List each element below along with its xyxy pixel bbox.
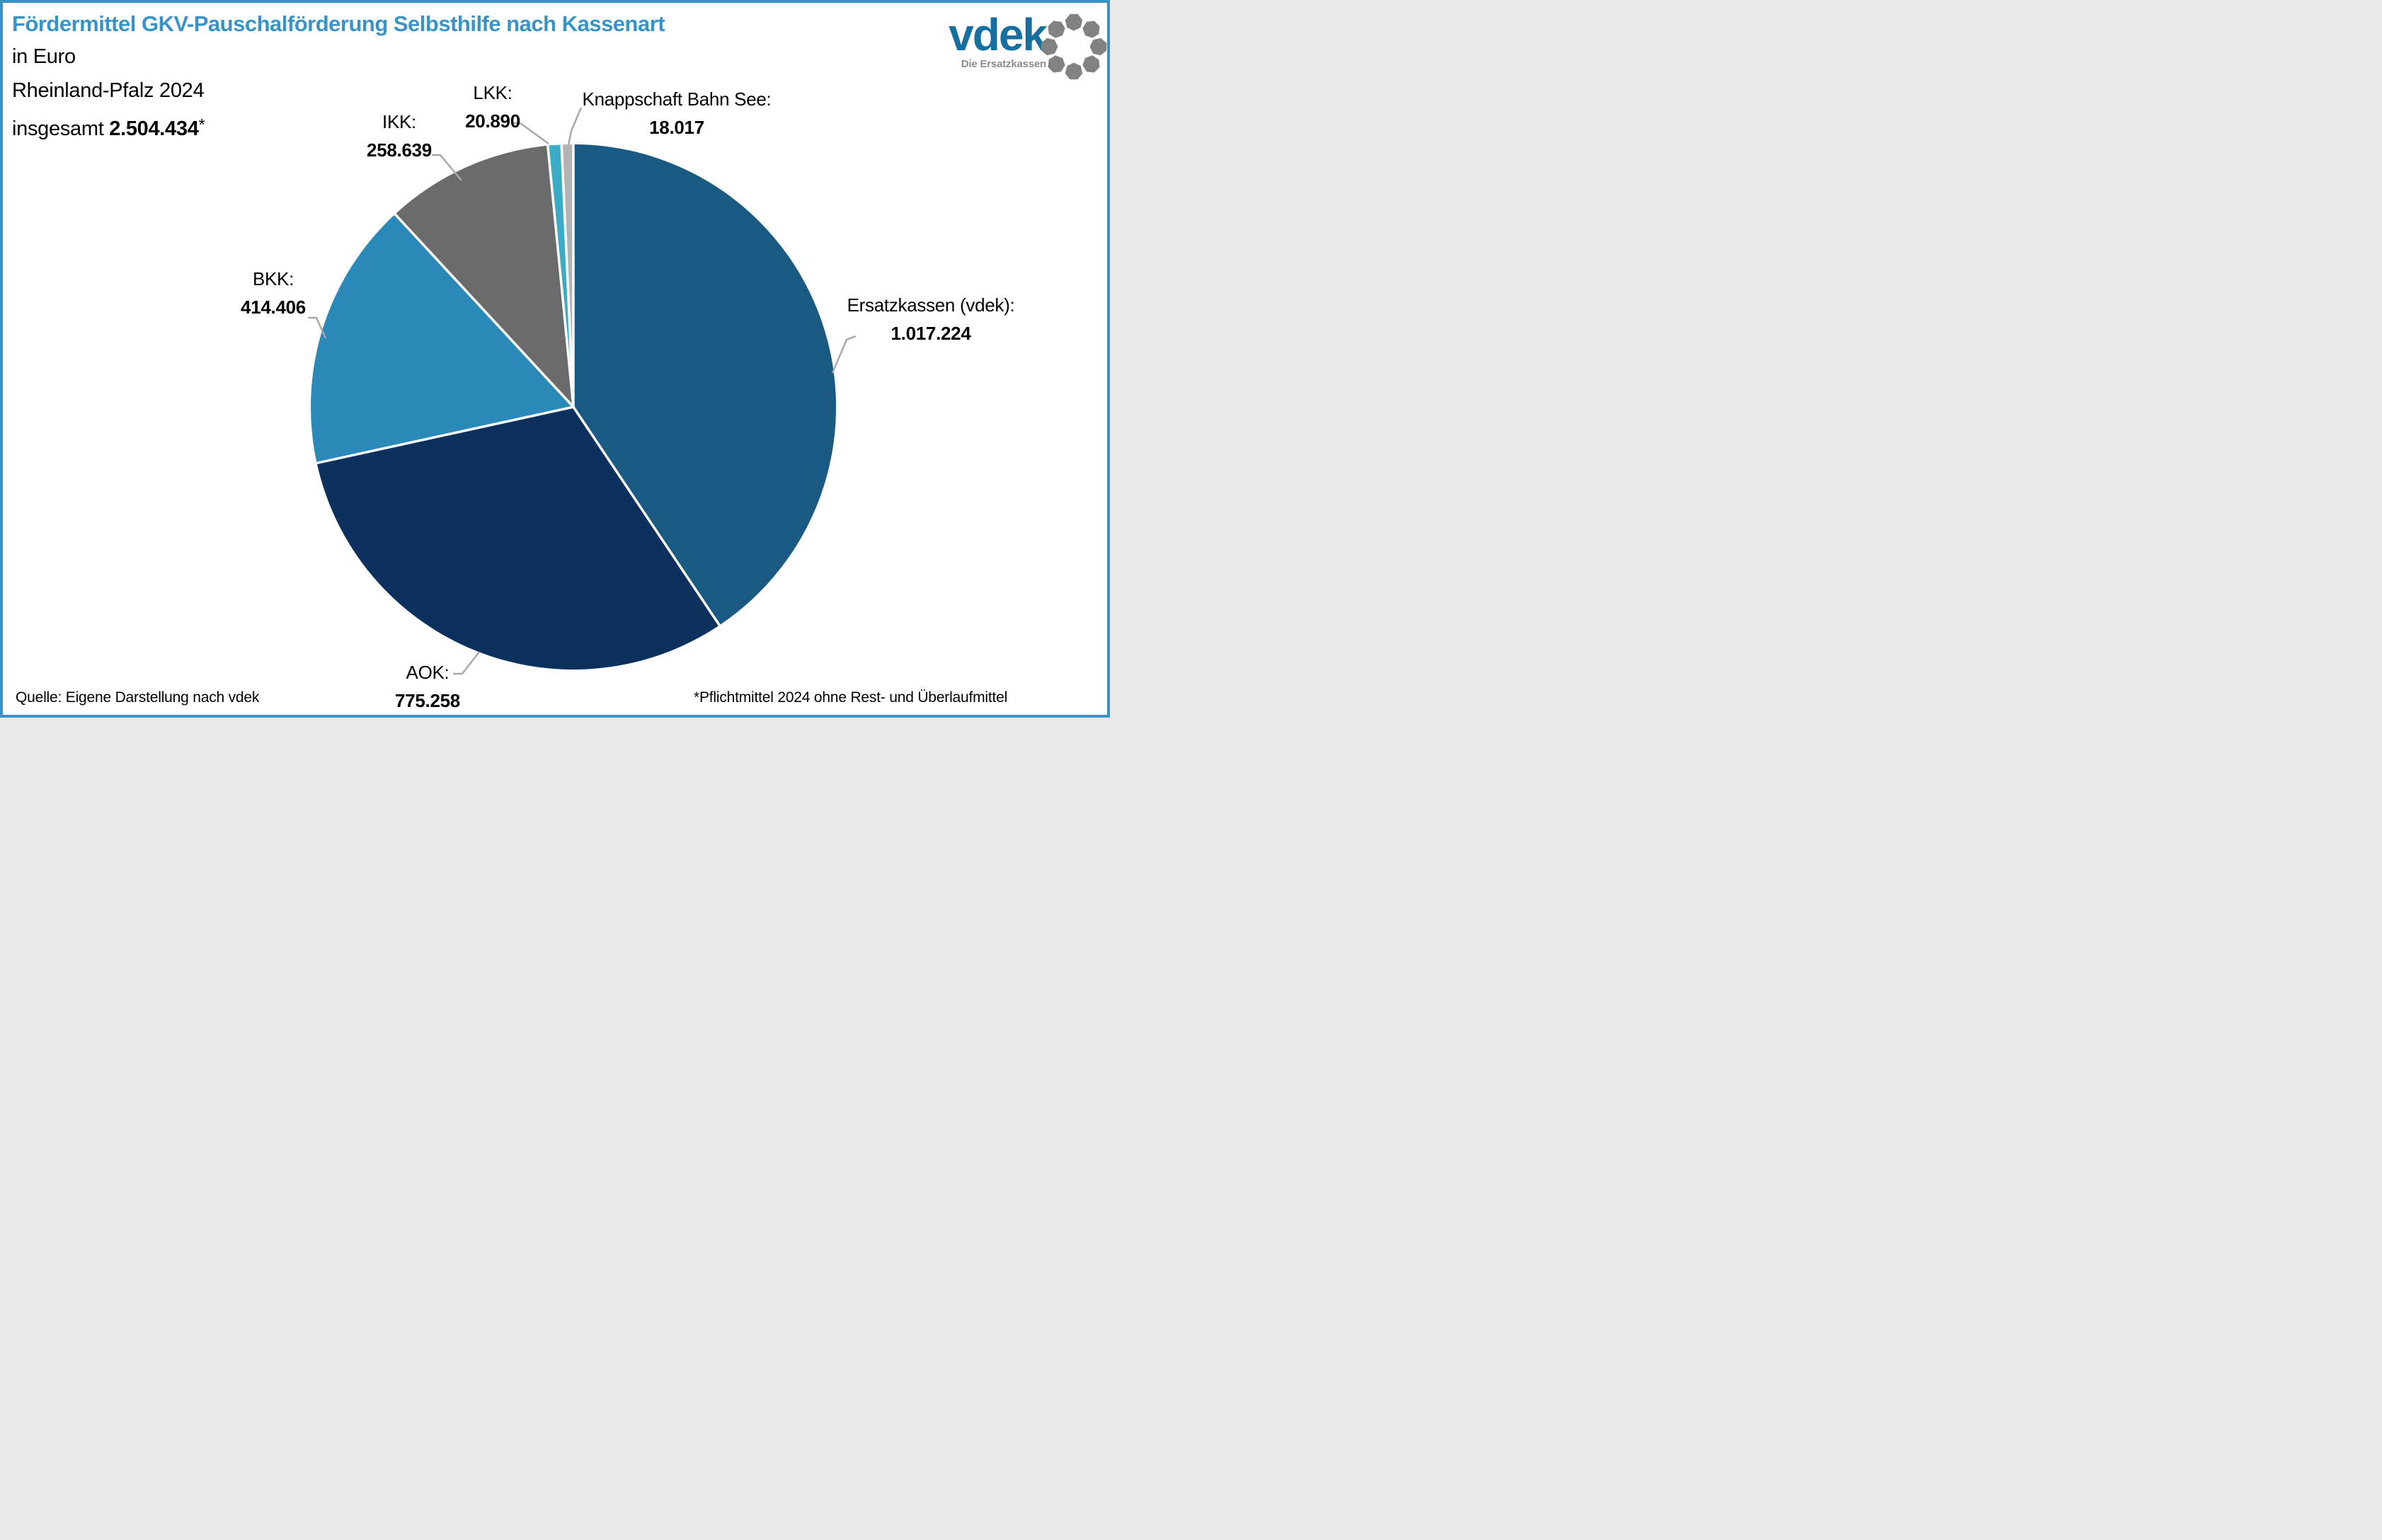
slice-separator <box>560 144 575 408</box>
callout-lkk: LKK: 20.890 <box>372 79 613 135</box>
leader-line-knappschaft <box>567 107 583 146</box>
vdek-ring-dot <box>1065 13 1083 31</box>
leader-line-ersatzkassen <box>831 335 857 374</box>
vdek-logo: vdek Die Ersatzkassen <box>949 9 1048 70</box>
callout-value: 775.258 <box>395 690 460 711</box>
pie-slice-bkk <box>311 214 573 464</box>
footnote: *Pflichtmittel 2024 ohne Rest- und Überl… <box>694 689 1008 706</box>
vdek-ring-dot <box>1089 38 1107 56</box>
slice-separator <box>394 213 575 408</box>
leader-line-lkk <box>513 122 549 145</box>
slice-separator <box>572 406 721 626</box>
callout-ersatzkassen: Ersatzkassen (vdek): 1.017.224 <box>811 291 1051 347</box>
callout-label: Ersatzkassen (vdek): <box>847 294 1015 316</box>
total-asterisk: * <box>198 115 205 134</box>
total-line: insgesamt 2.504.434* <box>12 108 205 146</box>
leader-line-ikk <box>432 154 462 181</box>
leader-line-aok <box>453 651 480 675</box>
vdek-ring-dot <box>1048 55 1065 73</box>
vdek-ring-dot <box>1041 38 1058 56</box>
page-title: Fördermittel GKV-Pauschalförderung Selbs… <box>12 11 665 36</box>
vdek-ring-dot <box>1082 55 1100 73</box>
infographic-canvas: Fördermittel GKV-Pauschalförderung Selbs… <box>0 0 1110 718</box>
vdek-tagline: Die Ersatzkassen <box>961 58 1046 70</box>
subtitle-block: in Euro Rheinland-Pfalz 2024 insgesamt 2… <box>12 40 205 146</box>
callout-ikk: IKK: 258.639 <box>279 108 520 164</box>
callout-aok: AOK: 775.258 <box>307 658 548 715</box>
region-line: Rheinland-Pfalz 2024 <box>12 79 205 102</box>
callout-knappschaft: Knappschaft Bahn See: 18.017 <box>556 85 797 142</box>
unit-line: in Euro <box>12 45 76 68</box>
pie-slice-aok <box>316 407 720 670</box>
vdek-ring-dot <box>1065 62 1083 80</box>
slice-separator <box>316 406 574 465</box>
callout-label: LKK: <box>473 82 513 103</box>
callout-value: 258.639 <box>367 139 432 161</box>
vdek-ring-icon <box>1041 13 1107 80</box>
callout-label: IKK: <box>382 111 416 132</box>
leader-line-bkk <box>308 316 327 339</box>
callout-bkk: BKK: 414.406 <box>153 265 394 321</box>
callout-value: 414.406 <box>241 297 306 318</box>
callout-value: 20.890 <box>465 110 520 132</box>
vdek-ring-dot <box>1082 21 1100 38</box>
callout-label: BKK: <box>252 268 294 289</box>
pie-slice-ikk <box>395 145 573 408</box>
callout-label: Knappschaft Bahn See: <box>582 88 772 110</box>
source-note: Quelle: Eigene Darstellung nach vdek <box>16 689 260 706</box>
callout-value: 1.017.224 <box>891 323 971 344</box>
vdek-wordmark: vdek <box>949 9 1048 60</box>
total-value: 2.504.434 <box>109 117 199 140</box>
slice-separator <box>546 145 575 408</box>
total-prefix: insgesamt <box>12 117 110 140</box>
callout-value: 18.017 <box>649 117 704 138</box>
vdek-ring-dot <box>1048 21 1065 38</box>
callout-label: AOK: <box>406 662 450 683</box>
pie-chart <box>308 107 857 675</box>
